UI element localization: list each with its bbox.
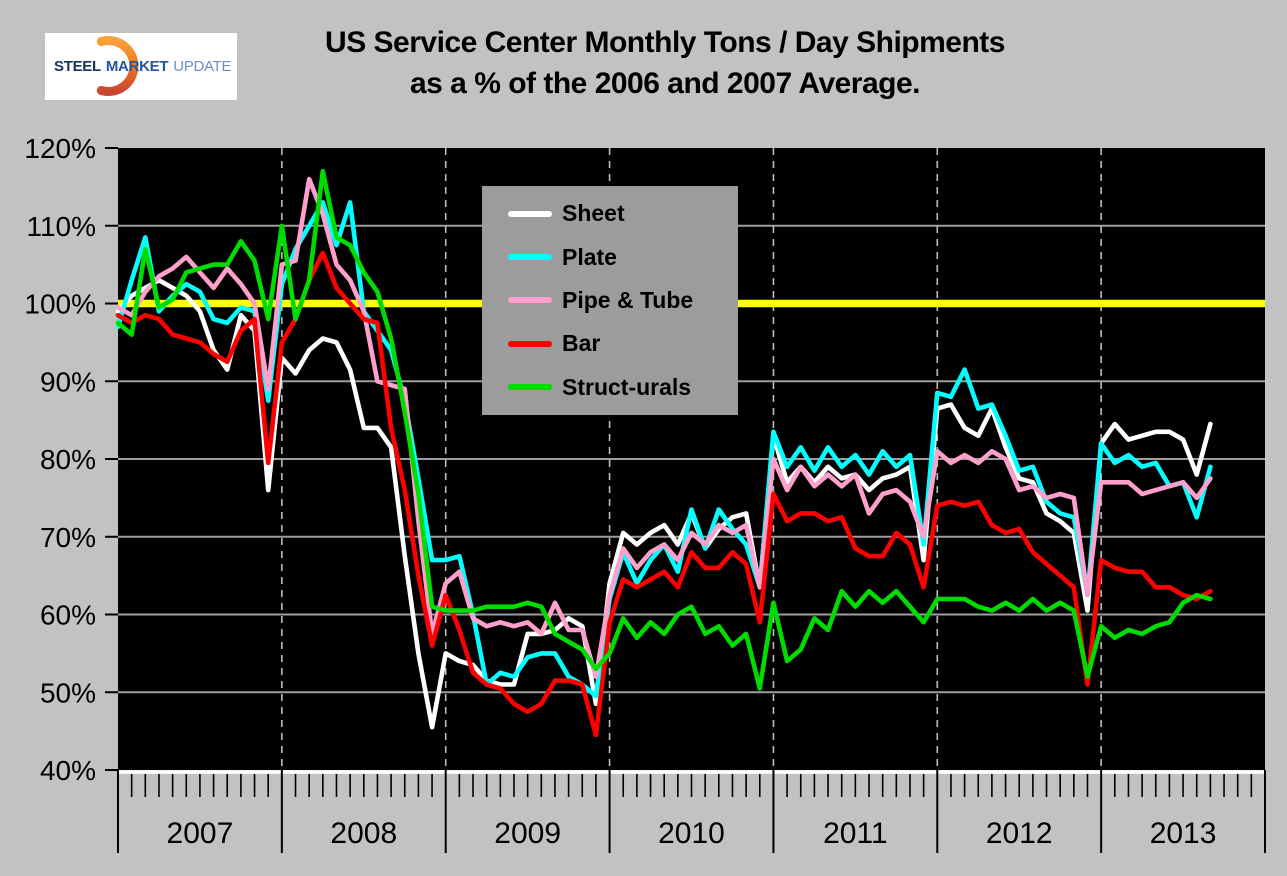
legend-label-bar: Bar [562,330,601,357]
legend-label-sheet: Sheet [562,200,625,227]
chart-title-line2: as a % of the 2006 and 2007 Average. [409,67,921,100]
y-axis-label: 80% [40,444,96,475]
year-label: 2010 [658,817,725,850]
smu-logo: STEEL MARKET UPDATE [45,33,237,100]
legend-swatch-bar [508,340,552,347]
legend-swatch-structurals [508,384,552,391]
chart-title: US Service Center Monthly Tons / Day Shi… [150,22,1180,104]
legend-swatch-plate [508,254,552,261]
legend-item-pipe-tube: Pipe & Tube [482,287,738,314]
y-axis-label: 40% [40,755,96,786]
logo-word-market: MARKET [105,58,169,75]
year-label: 2012 [986,817,1053,850]
year-label: 2008 [330,817,397,850]
legend-item-sheet: Sheet [482,200,738,227]
y-axis-label: 120% [24,133,96,164]
logo-crescent-icon [96,36,139,96]
legend-item-structurals: Struct-urals [482,374,738,401]
year-label: 2013 [1150,817,1217,850]
year-label: 2011 [823,817,888,850]
legend-label-pipe-tube: Pipe & Tube [562,286,694,313]
legend-label-structurals: Struct-urals [562,373,692,400]
y-axis-label: 110% [26,211,96,242]
legend-item-bar: Bar [482,330,738,357]
chart-title-line1: US Service Center Monthly Tons / Day Shi… [325,26,1005,59]
legend-label-plate: Plate [562,243,617,270]
y-axis-label: 90% [40,366,96,397]
y-axis-label: 100% [24,289,96,320]
year-label: 2009 [494,817,561,850]
logo-word-steel: STEEL [54,58,101,75]
chart-legend: Sheet Plate Pipe & Tube Bar Struct-urals [482,186,738,415]
year-label: 2007 [167,817,234,850]
logo-word-update: UPDATE [173,58,232,75]
series-line-struct-urals [115,169,1213,691]
y-axis-label: 50% [40,677,96,708]
y-axis-label: 70% [40,522,96,553]
series-line-sheet [115,277,1213,730]
legend-swatch-pipe-tube [508,297,552,304]
logo-wordmark: STEEL MARKET UPDATE [54,33,231,100]
legend-item-plate: Plate [482,244,738,271]
y-axis-label: 60% [40,600,96,631]
legend-swatch-sheet [508,210,552,217]
series-line-pipe-tube [115,176,1213,680]
